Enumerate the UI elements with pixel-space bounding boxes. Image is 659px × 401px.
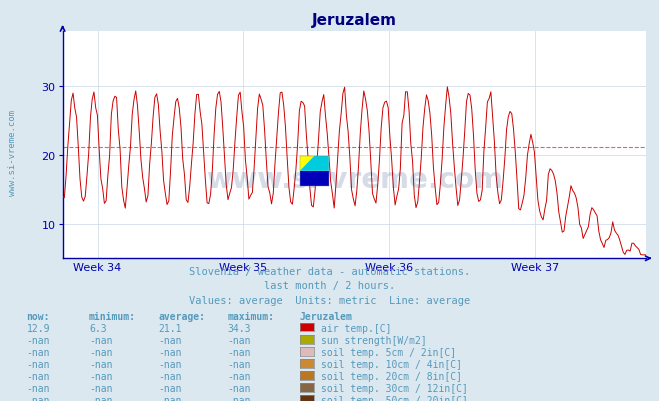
Text: Jeruzalem: Jeruzalem bbox=[300, 311, 353, 321]
Text: -nan: -nan bbox=[158, 383, 182, 393]
Text: Slovenia / weather data - automatic stations.: Slovenia / weather data - automatic stat… bbox=[189, 267, 470, 277]
Text: soil temp. 5cm / 2in[C]: soil temp. 5cm / 2in[C] bbox=[321, 347, 456, 357]
Text: last month / 2 hours.: last month / 2 hours. bbox=[264, 281, 395, 291]
Polygon shape bbox=[300, 156, 314, 172]
Text: -nan: -nan bbox=[158, 359, 182, 369]
Text: -nan: -nan bbox=[26, 347, 50, 357]
Text: 12.9: 12.9 bbox=[26, 323, 50, 333]
Text: -nan: -nan bbox=[158, 335, 182, 345]
Text: -nan: -nan bbox=[89, 347, 113, 357]
Text: -nan: -nan bbox=[227, 335, 251, 345]
Text: -nan: -nan bbox=[227, 359, 251, 369]
Text: air temp.[C]: air temp.[C] bbox=[321, 323, 391, 333]
Text: Values: average  Units: metric  Line: average: Values: average Units: metric Line: aver… bbox=[189, 295, 470, 305]
Text: -nan: -nan bbox=[227, 395, 251, 401]
Text: -nan: -nan bbox=[227, 371, 251, 381]
Text: www.si-vreme.com: www.si-vreme.com bbox=[8, 109, 17, 195]
Text: 6.3: 6.3 bbox=[89, 323, 107, 333]
Polygon shape bbox=[300, 156, 329, 172]
Text: maximum:: maximum: bbox=[227, 311, 274, 321]
Text: soil temp. 30cm / 12in[C]: soil temp. 30cm / 12in[C] bbox=[321, 383, 468, 393]
Text: -nan: -nan bbox=[89, 395, 113, 401]
Text: now:: now: bbox=[26, 311, 50, 321]
Text: soil temp. 10cm / 4in[C]: soil temp. 10cm / 4in[C] bbox=[321, 359, 462, 369]
Text: -nan: -nan bbox=[26, 395, 50, 401]
Text: soil temp. 50cm / 20in[C]: soil temp. 50cm / 20in[C] bbox=[321, 395, 468, 401]
Text: -nan: -nan bbox=[227, 347, 251, 357]
Text: -nan: -nan bbox=[227, 383, 251, 393]
Text: -nan: -nan bbox=[158, 347, 182, 357]
Text: sun strength[W/m2]: sun strength[W/m2] bbox=[321, 335, 426, 345]
Text: 34.3: 34.3 bbox=[227, 323, 251, 333]
Text: -nan: -nan bbox=[26, 335, 50, 345]
Text: -nan: -nan bbox=[89, 335, 113, 345]
Text: -nan: -nan bbox=[89, 383, 113, 393]
Text: average:: average: bbox=[158, 311, 205, 321]
Text: -nan: -nan bbox=[26, 383, 50, 393]
Text: soil temp. 20cm / 8in[C]: soil temp. 20cm / 8in[C] bbox=[321, 371, 462, 381]
Text: -nan: -nan bbox=[158, 395, 182, 401]
Text: -nan: -nan bbox=[158, 371, 182, 381]
Text: 21.1: 21.1 bbox=[158, 323, 182, 333]
Text: www.si-vreme.com: www.si-vreme.com bbox=[206, 165, 503, 193]
Text: -nan: -nan bbox=[26, 371, 50, 381]
Text: -nan: -nan bbox=[89, 359, 113, 369]
Title: Jeruzalem: Jeruzalem bbox=[312, 13, 397, 28]
Text: minimum:: minimum: bbox=[89, 311, 136, 321]
Text: -nan: -nan bbox=[89, 371, 113, 381]
Polygon shape bbox=[300, 172, 329, 186]
Text: -nan: -nan bbox=[26, 359, 50, 369]
